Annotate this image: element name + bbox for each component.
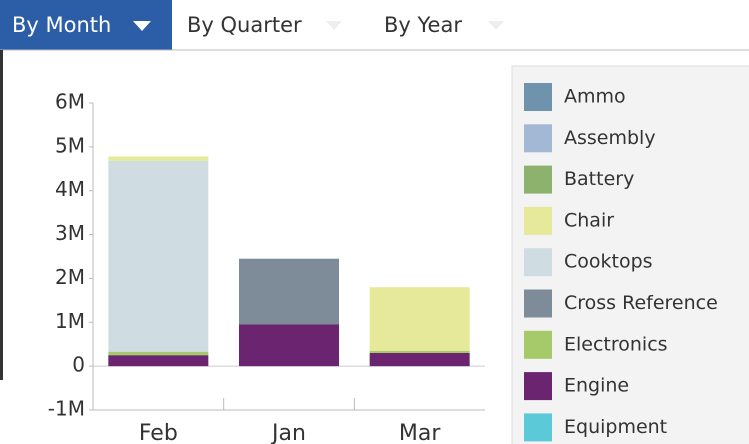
legend-label: Assembly (564, 127, 656, 149)
dropdown-arrow[interactable] (488, 21, 504, 30)
y-tick-label: 5M (55, 133, 85, 157)
tab[interactable]: By Month (12, 13, 111, 37)
legend-swatch (524, 124, 552, 153)
legend-label: Engine (564, 375, 629, 397)
legend-swatch (524, 330, 552, 359)
legend-label: Chair (564, 209, 614, 231)
legend-swatch (524, 206, 552, 235)
y-tick-label: 3M (55, 221, 85, 245)
frame-edge (0, 50, 3, 380)
x-tick-label: Jan (270, 421, 306, 444)
bar-segment (108, 156, 209, 161)
legend-label: Ammo (564, 86, 626, 108)
bar-segment (108, 355, 209, 367)
bar-segment (369, 350, 470, 353)
bar-segment (369, 287, 470, 351)
legend-swatch (524, 289, 552, 318)
legend-swatch (524, 165, 552, 194)
dropdown-arrow[interactable] (133, 21, 151, 31)
legend-swatch (524, 372, 552, 401)
legend-label: Cross Reference (564, 292, 718, 314)
legend-label: Cooktops (564, 251, 653, 273)
legend-label: Equipment (564, 416, 667, 438)
legend-swatch (524, 413, 552, 442)
y-tick-label: -1M (48, 397, 85, 421)
y-tick-label: 0 (72, 353, 85, 377)
y-tick-label: 2M (55, 265, 85, 289)
legend-swatch (524, 83, 552, 111)
tab[interactable]: By Quarter (187, 13, 302, 37)
x-tick-label: Feb (139, 421, 178, 444)
legend-swatch (524, 248, 552, 277)
bar-segment (108, 351, 209, 356)
bar-segment (108, 160, 209, 352)
dropdown-arrow[interactable] (326, 21, 342, 30)
tab[interactable]: By Year (384, 13, 462, 37)
y-tick-label: 6M (55, 90, 85, 114)
bar-segment (239, 258, 339, 325)
y-tick-label: 1M (55, 309, 85, 333)
y-tick-label: 4M (55, 177, 85, 201)
bar-segment (239, 324, 339, 367)
legend-label: Battery (564, 168, 634, 190)
x-tick-label: Mar (399, 421, 441, 444)
legend-label: Electronics (564, 333, 668, 355)
bar-segment (369, 352, 470, 367)
